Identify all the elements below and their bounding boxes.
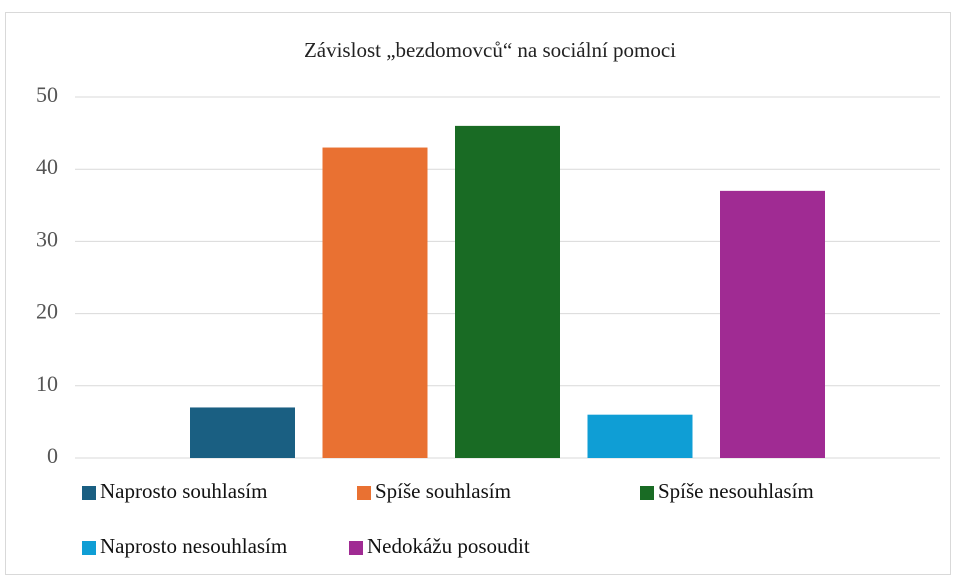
legend-swatch (349, 541, 363, 555)
y-tick-label: 0 (47, 443, 58, 468)
legend-label: Spíše nesouhlasím (658, 479, 814, 503)
legend-swatch (82, 486, 96, 500)
y-tick-label: 10 (36, 371, 58, 396)
legend-swatch (640, 486, 654, 500)
chart-title: Závislost „bezdomovců“ na sociální pomoc… (304, 38, 676, 62)
y-tick-label: 20 (36, 299, 58, 324)
legend-swatch (82, 541, 96, 555)
legend-label: Nedokážu posoudit (367, 534, 530, 558)
y-tick-label: 50 (36, 82, 58, 107)
legend-swatch (357, 486, 371, 500)
y-tick-label: 40 (36, 154, 58, 179)
bar (455, 125, 560, 458)
bar (322, 147, 428, 459)
bar (587, 414, 693, 458)
bar (190, 407, 295, 458)
legend-label: Spíše souhlasím (375, 479, 511, 503)
y-tick-label: 30 (36, 226, 58, 251)
legend-label: Naprosto nesouhlasím (100, 534, 287, 558)
legend-label: Naprosto souhlasím (100, 479, 267, 503)
bar (720, 190, 825, 459)
